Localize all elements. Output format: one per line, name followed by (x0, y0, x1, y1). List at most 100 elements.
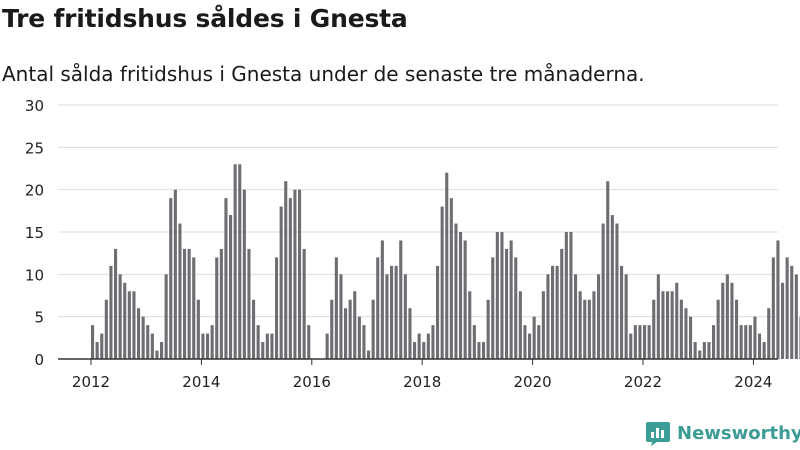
bar (275, 257, 279, 359)
bar (252, 299, 256, 359)
bar (477, 342, 481, 359)
bar (518, 291, 522, 359)
bar (459, 232, 463, 359)
bar (206, 333, 210, 359)
bar (233, 164, 237, 359)
bar (403, 274, 407, 359)
bar (183, 248, 187, 359)
bar (505, 248, 509, 359)
bar (279, 206, 283, 359)
y-tick-label: 10 (25, 266, 44, 284)
bar (422, 342, 426, 359)
bar (426, 333, 430, 359)
bar (744, 325, 748, 359)
bar (123, 282, 127, 359)
bar (339, 274, 343, 359)
bar (100, 333, 104, 359)
bar (574, 274, 578, 359)
bars (91, 164, 800, 359)
bar (564, 232, 568, 359)
bar (578, 291, 582, 359)
bar (449, 198, 453, 359)
bar (91, 325, 95, 359)
x-tick-label: 2020 (514, 373, 552, 391)
bar (495, 232, 499, 359)
x-tick-label: 2016 (293, 373, 331, 391)
bar (95, 342, 99, 359)
bar (137, 308, 141, 359)
bar (583, 299, 587, 359)
bar (546, 274, 550, 359)
bar (215, 257, 219, 359)
bar (472, 325, 476, 359)
bar (689, 316, 693, 359)
y-tick-label: 5 (34, 309, 44, 327)
bar (440, 206, 444, 359)
bar (482, 342, 486, 359)
bar (679, 299, 683, 359)
x-tick-label: 2018 (403, 373, 441, 391)
bar (569, 232, 573, 359)
bar (224, 198, 228, 359)
bar (463, 240, 467, 359)
bar (288, 198, 292, 359)
x-tick-label: 2022 (624, 373, 662, 391)
bar (413, 342, 417, 359)
bar (371, 299, 375, 359)
bar (155, 350, 159, 359)
bar (785, 257, 789, 359)
bar (716, 299, 720, 359)
chart-title: Tre fritidshus såldes i Gnesta (2, 4, 408, 33)
bar (601, 223, 605, 359)
bar (652, 299, 656, 359)
bar (702, 342, 706, 359)
y-tick-label: 0 (34, 351, 44, 369)
bar (367, 350, 371, 359)
bar (629, 333, 633, 359)
bar (164, 274, 168, 359)
bar (468, 291, 472, 359)
bar (560, 248, 564, 359)
bar (302, 248, 306, 359)
bar (532, 316, 536, 359)
bar (256, 325, 260, 359)
bar (109, 265, 113, 359)
bar (362, 325, 366, 359)
bar (794, 274, 798, 359)
bar (344, 308, 348, 359)
bar (666, 291, 670, 359)
bar (454, 223, 458, 359)
bar (196, 299, 200, 359)
bar (242, 189, 246, 359)
bar (238, 164, 242, 359)
y-tick-label: 25 (25, 139, 44, 157)
bar (390, 265, 394, 359)
newsworthy-logo-icon (646, 422, 670, 446)
bar (597, 274, 601, 359)
brand-logo: Newsworthy (645, 419, 800, 447)
bar (293, 189, 297, 359)
bar (587, 299, 591, 359)
bar (748, 325, 752, 359)
bar (551, 265, 555, 359)
bar (114, 248, 118, 359)
bar (265, 333, 269, 359)
bar (707, 342, 711, 359)
bar (670, 291, 674, 359)
bar (307, 325, 311, 359)
bar (146, 325, 150, 359)
bar (620, 265, 624, 359)
bar (721, 282, 725, 359)
bar (104, 299, 108, 359)
bar (334, 257, 338, 359)
bar (201, 333, 205, 359)
bar (380, 240, 384, 359)
bar (399, 240, 403, 359)
bar (624, 274, 628, 359)
bar (178, 223, 182, 359)
bar (169, 198, 173, 359)
x-tick-label: 2024 (734, 373, 772, 391)
bar (491, 257, 495, 359)
bar (445, 172, 449, 359)
